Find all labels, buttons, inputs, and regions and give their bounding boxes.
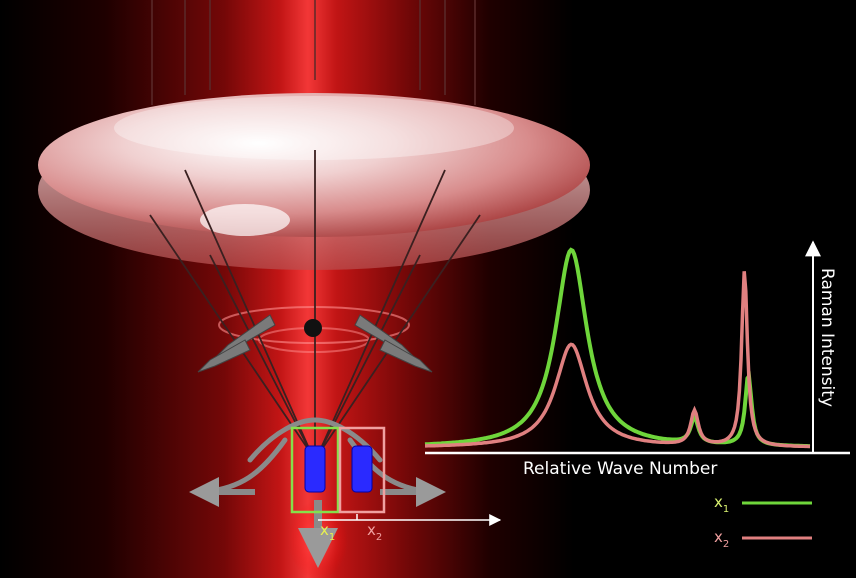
- spectrum-series-x1: [424, 247, 810, 449]
- legend: x1 x2: [714, 493, 812, 550]
- suspension-wires: [151, 0, 476, 105]
- position-label-x2: x2: [367, 521, 382, 543]
- converging-rays: [149, 150, 481, 456]
- legend-label-x1: x1: [714, 493, 729, 515]
- laser-beam: [0, 0, 700, 578]
- particle-x1: [304, 445, 326, 493]
- trap-center-node: [304, 319, 322, 337]
- objective-lens: [38, 93, 590, 353]
- spectrum-x-label: Relative Wave Number: [523, 459, 717, 479]
- position-label-x1: x1: [320, 521, 335, 543]
- particle-box-x1: [290, 426, 340, 514]
- spectrum-series-x2: [425, 271, 811, 449]
- particle-x2: [351, 445, 373, 493]
- particle-box-x2: [338, 426, 386, 514]
- trap-force-arrows: [197, 314, 433, 373]
- spectrum-plot: Relative Wave Number Raman Intensity: [424, 240, 850, 479]
- spectrum-y-label: Raman Intensity: [817, 268, 837, 407]
- legend-label-x2: x2: [714, 528, 729, 550]
